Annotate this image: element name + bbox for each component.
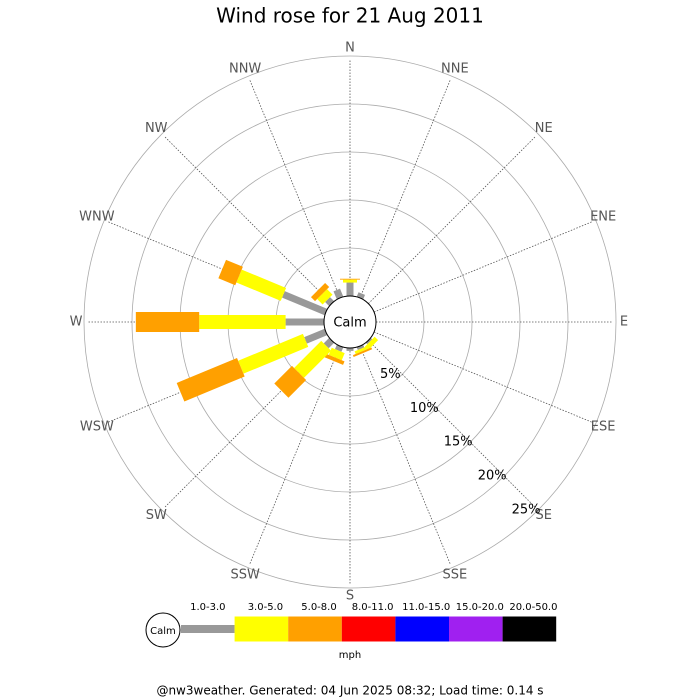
bar-segment	[346, 282, 354, 296]
spoke	[164, 136, 332, 304]
direction-label: ESE	[591, 419, 616, 434]
bar-segment	[356, 344, 365, 351]
direction-label: SSW	[230, 568, 260, 583]
bar-segment	[334, 344, 344, 352]
direction-label: WSW	[80, 419, 114, 434]
bar-segment	[328, 347, 345, 361]
chart-title: Wind rose for 21 Aug 2011	[216, 4, 484, 28]
spoke	[368, 340, 536, 508]
legend-swatch	[395, 616, 449, 642]
spoke	[373, 331, 593, 423]
bar-segment	[356, 292, 366, 300]
r-tick-label: 5%	[380, 367, 401, 382]
direction-label: E	[620, 315, 628, 330]
bar-segment	[340, 278, 360, 280]
direction-label: WNW	[79, 210, 115, 225]
r-tick-label: 15%	[444, 435, 473, 450]
direction-label: W	[70, 315, 83, 330]
bar-segment	[324, 353, 345, 365]
bar-segment	[325, 297, 335, 307]
legend-swatch	[502, 616, 557, 642]
direction-label: SSE	[442, 568, 467, 583]
bar-segment	[333, 288, 344, 300]
spoke	[359, 79, 451, 299]
calm-circle	[323, 295, 377, 349]
bar-segment	[176, 357, 245, 402]
r-tick-label: 25%	[512, 503, 541, 518]
direction-label: ENE	[590, 210, 616, 225]
bar-segment	[352, 347, 373, 357]
calm-label: Calm	[333, 316, 366, 331]
bar-segment	[282, 291, 328, 316]
r-tick-label: 10%	[410, 401, 439, 416]
legend-swatch	[449, 616, 503, 642]
bar-segment	[346, 348, 354, 351]
legend-label: 8.0-11.0	[352, 602, 394, 613]
spoke	[368, 136, 536, 304]
bar-segment	[135, 312, 200, 332]
legend-calm-label: Calm	[150, 626, 176, 637]
bar-segment	[238, 333, 309, 374]
bar-segment	[294, 340, 332, 378]
legend-label: 11.0-15.0	[402, 602, 450, 613]
direction-label: NE	[535, 121, 553, 136]
bar-segment	[343, 279, 357, 283]
bar-segment	[317, 289, 333, 305]
bar-segment	[365, 337, 373, 345]
legend-unit: mph	[339, 650, 361, 661]
r-tick-label: 20%	[478, 469, 507, 484]
legend-label: 3.0-5.0	[248, 602, 283, 613]
bar-segment	[199, 315, 286, 329]
spoke	[373, 221, 593, 313]
legend-calm-circle	[145, 612, 181, 648]
bar-segment	[236, 269, 287, 301]
spoke	[359, 345, 451, 565]
bar-segment	[310, 282, 330, 302]
legend-swatch	[288, 616, 342, 642]
legend-label: 20.0-50.0	[509, 602, 557, 613]
legend-swatch	[341, 616, 396, 642]
direction-label: N	[345, 41, 355, 56]
direction-label: SE	[536, 508, 552, 523]
legend-label: 1.0-3.0	[190, 602, 225, 613]
grid-ring	[83, 55, 617, 589]
footer: @nw3weather. Generated: 04 Jun 2025 08:3…	[156, 684, 543, 698]
direction-label: NNW	[229, 61, 261, 76]
bar-segment	[364, 336, 379, 351]
direction-label: S	[346, 589, 354, 604]
spoke	[249, 79, 341, 299]
legend-label: 5.0-8.0	[301, 602, 336, 613]
bar-segment	[175, 381, 186, 404]
bar-segment	[218, 259, 243, 286]
legend-swatch	[181, 625, 235, 633]
bar-segment	[304, 328, 328, 344]
direction-label: NNE	[441, 61, 469, 76]
direction-label: NW	[145, 121, 168, 136]
bar-segment	[285, 318, 324, 326]
direction-label: SW	[146, 508, 167, 523]
bar-segment	[274, 365, 307, 398]
legend-label: 15.0-20.0	[456, 602, 504, 613]
spoke	[249, 345, 341, 565]
legend-swatch	[234, 616, 289, 642]
bar-segment	[354, 346, 369, 355]
